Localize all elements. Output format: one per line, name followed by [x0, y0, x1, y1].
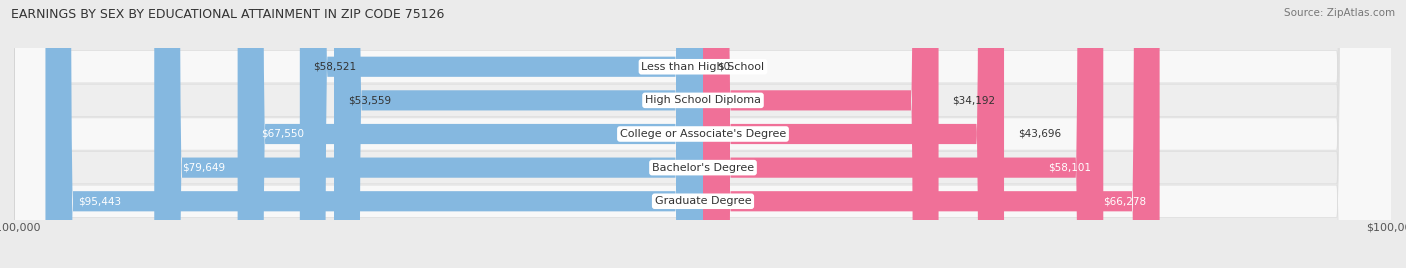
Text: $67,550: $67,550: [262, 129, 304, 139]
FancyBboxPatch shape: [14, 0, 1392, 268]
FancyBboxPatch shape: [14, 0, 1392, 268]
FancyBboxPatch shape: [14, 0, 1392, 268]
Text: High School Diploma: High School Diploma: [645, 95, 761, 105]
Text: $58,521: $58,521: [314, 62, 357, 72]
Text: $34,192: $34,192: [952, 95, 995, 105]
Text: $0: $0: [717, 62, 730, 72]
FancyBboxPatch shape: [155, 0, 703, 268]
Text: $95,443: $95,443: [79, 196, 121, 206]
FancyBboxPatch shape: [703, 0, 939, 268]
Text: $79,649: $79,649: [181, 163, 225, 173]
Text: EARNINGS BY SEX BY EDUCATIONAL ATTAINMENT IN ZIP CODE 75126: EARNINGS BY SEX BY EDUCATIONAL ATTAINMEN…: [11, 8, 444, 21]
Text: $58,101: $58,101: [1049, 163, 1091, 173]
FancyBboxPatch shape: [335, 0, 703, 268]
Text: $43,696: $43,696: [1018, 129, 1062, 139]
FancyBboxPatch shape: [45, 0, 703, 268]
Text: $53,559: $53,559: [347, 95, 391, 105]
FancyBboxPatch shape: [14, 0, 1392, 268]
FancyBboxPatch shape: [238, 0, 703, 268]
Text: College or Associate's Degree: College or Associate's Degree: [620, 129, 786, 139]
Text: Source: ZipAtlas.com: Source: ZipAtlas.com: [1284, 8, 1395, 18]
Text: Less than High School: Less than High School: [641, 62, 765, 72]
FancyBboxPatch shape: [299, 0, 703, 268]
FancyBboxPatch shape: [703, 0, 1004, 268]
Text: Bachelor's Degree: Bachelor's Degree: [652, 163, 754, 173]
FancyBboxPatch shape: [703, 0, 1104, 268]
FancyBboxPatch shape: [703, 0, 1160, 268]
Text: Graduate Degree: Graduate Degree: [655, 196, 751, 206]
FancyBboxPatch shape: [14, 0, 1392, 268]
Text: $66,278: $66,278: [1102, 196, 1146, 206]
